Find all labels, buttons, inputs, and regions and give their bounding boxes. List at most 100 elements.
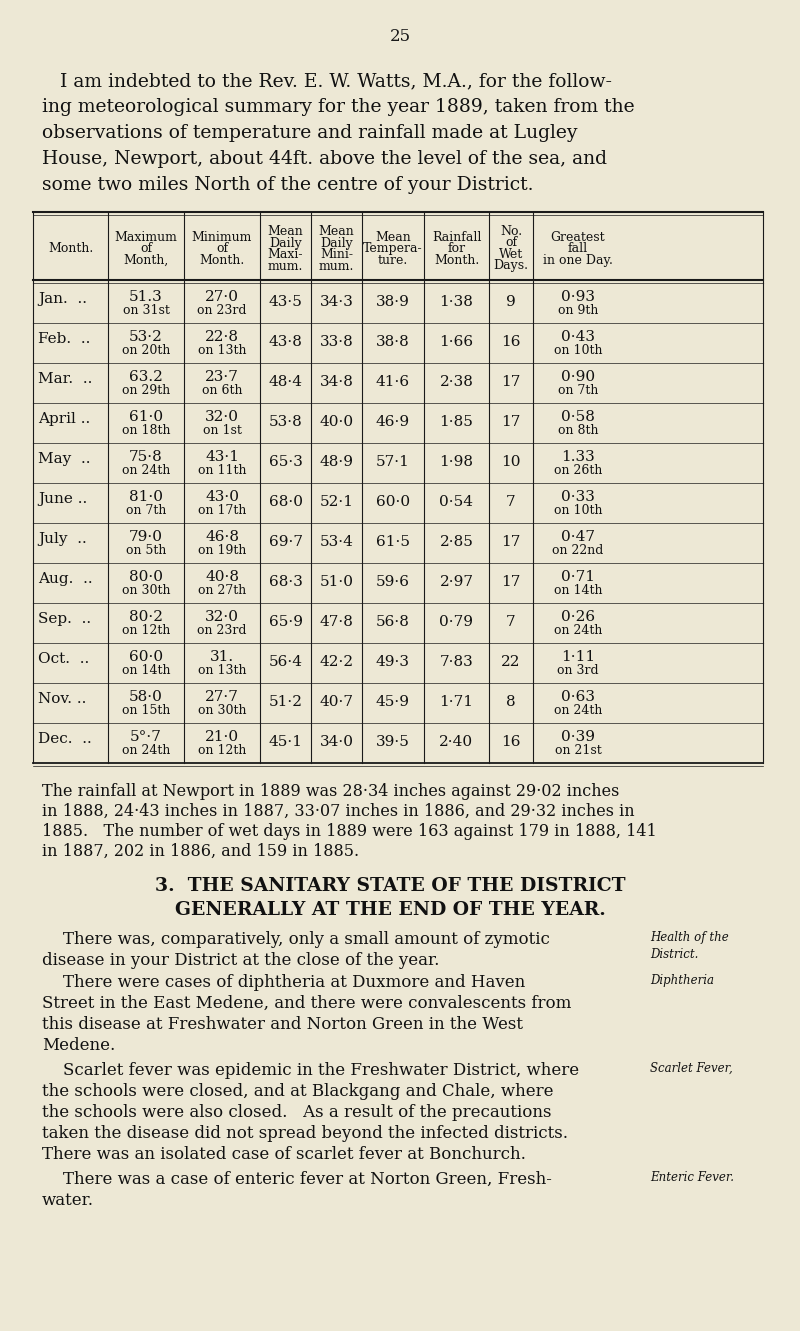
Text: Scarlet fever was epidemic in the Freshwater District, where: Scarlet fever was epidemic in the Freshw… bbox=[42, 1062, 579, 1079]
Text: on 30th: on 30th bbox=[198, 704, 246, 717]
Text: of: of bbox=[216, 242, 228, 256]
Text: on 24th: on 24th bbox=[554, 624, 602, 638]
Text: on 19th: on 19th bbox=[198, 544, 246, 556]
Text: on 9th: on 9th bbox=[558, 303, 598, 317]
Text: on 13th: on 13th bbox=[198, 343, 246, 357]
Text: 33·8: 33·8 bbox=[320, 335, 354, 349]
Text: Rainfall: Rainfall bbox=[432, 230, 481, 244]
Text: Greatest: Greatest bbox=[550, 230, 606, 244]
Text: on 24th: on 24th bbox=[122, 744, 170, 757]
Text: on 7th: on 7th bbox=[126, 504, 166, 516]
Text: 41·6: 41·6 bbox=[376, 375, 410, 389]
Text: on 7th: on 7th bbox=[558, 385, 598, 397]
Text: 2·85: 2·85 bbox=[439, 535, 474, 548]
Text: There was, comparatively, only a small amount of zymotic: There was, comparatively, only a small a… bbox=[42, 930, 550, 948]
Text: 53·4: 53·4 bbox=[319, 535, 354, 548]
Text: on 6th: on 6th bbox=[202, 385, 242, 397]
Text: 59·6: 59·6 bbox=[376, 575, 410, 590]
Text: 32·0: 32·0 bbox=[205, 610, 239, 624]
Text: 40·8: 40·8 bbox=[205, 570, 239, 584]
Text: 79·0: 79·0 bbox=[129, 530, 163, 544]
Text: 43·5: 43·5 bbox=[269, 295, 302, 309]
Text: 7·83: 7·83 bbox=[440, 655, 474, 669]
Text: 31.: 31. bbox=[210, 650, 234, 664]
Text: on 27th: on 27th bbox=[198, 584, 246, 598]
Text: 52·1: 52·1 bbox=[319, 495, 354, 508]
Text: on 3rd: on 3rd bbox=[557, 664, 599, 677]
Text: 23·7: 23·7 bbox=[205, 370, 239, 385]
Text: 61·0: 61·0 bbox=[129, 410, 163, 425]
Text: 1885.   The number of wet days in 1889 were 163 against 179 in 1888, 141: 1885. The number of wet days in 1889 wer… bbox=[42, 823, 657, 840]
Text: on 1st: on 1st bbox=[202, 425, 242, 437]
Text: on 10th: on 10th bbox=[554, 504, 602, 516]
Text: in 1888, 24·43 inches in 1887, 33·07 inches in 1886, and 29·32 inches in: in 1888, 24·43 inches in 1887, 33·07 inc… bbox=[42, 803, 634, 820]
Text: 16: 16 bbox=[502, 335, 521, 349]
Text: on 31st: on 31st bbox=[122, 303, 170, 317]
Text: 1·66: 1·66 bbox=[439, 335, 474, 349]
Text: water.: water. bbox=[42, 1193, 94, 1209]
Text: Month,: Month, bbox=[123, 254, 169, 266]
Text: 65·3: 65·3 bbox=[269, 455, 302, 469]
Text: 3.  THE SANITARY STATE OF THE DISTRICT: 3. THE SANITARY STATE OF THE DISTRICT bbox=[154, 877, 626, 894]
Text: 1·98: 1·98 bbox=[439, 455, 474, 469]
Text: May  ..: May .. bbox=[38, 453, 90, 466]
Text: mum.: mum. bbox=[319, 260, 354, 273]
Text: 40·0: 40·0 bbox=[319, 415, 354, 429]
Text: on 14th: on 14th bbox=[122, 664, 170, 677]
Text: 51·0: 51·0 bbox=[319, 575, 354, 590]
Text: 43·8: 43·8 bbox=[269, 335, 302, 349]
Text: Mini-: Mini- bbox=[320, 248, 353, 261]
Text: April ..: April .. bbox=[38, 413, 90, 426]
Text: 81·0: 81·0 bbox=[129, 490, 163, 504]
Text: 10: 10 bbox=[502, 455, 521, 469]
Text: 68·3: 68·3 bbox=[269, 575, 302, 590]
Text: on 12th: on 12th bbox=[198, 744, 246, 757]
Text: 27·7: 27·7 bbox=[205, 689, 239, 704]
Text: 17: 17 bbox=[502, 535, 521, 548]
Text: the schools were closed, and at Blackgang and Chale, where: the schools were closed, and at Blackgan… bbox=[42, 1083, 554, 1099]
Text: 34·0: 34·0 bbox=[319, 735, 354, 749]
Text: 0·43: 0·43 bbox=[561, 330, 595, 343]
Text: on 22nd: on 22nd bbox=[552, 544, 604, 556]
Text: 46·8: 46·8 bbox=[205, 530, 239, 544]
Text: Minimum: Minimum bbox=[192, 230, 252, 244]
Text: 69·7: 69·7 bbox=[269, 535, 302, 548]
Text: of: of bbox=[505, 237, 517, 249]
Text: 32·0: 32·0 bbox=[205, 410, 239, 425]
Text: 47·8: 47·8 bbox=[319, 615, 354, 630]
Text: Oct.  ..: Oct. .. bbox=[38, 652, 90, 666]
Text: Enteric Fever.: Enteric Fever. bbox=[650, 1171, 734, 1185]
Text: Health of the
District.: Health of the District. bbox=[650, 930, 729, 961]
Text: 61·5: 61·5 bbox=[376, 535, 410, 548]
Text: July  ..: July .. bbox=[38, 532, 86, 546]
Text: 1·85: 1·85 bbox=[439, 415, 474, 429]
Text: 0·90: 0·90 bbox=[561, 370, 595, 385]
Text: Mean: Mean bbox=[268, 225, 303, 238]
Text: 17: 17 bbox=[502, 415, 521, 429]
Text: on 5th: on 5th bbox=[126, 544, 166, 556]
Text: 7: 7 bbox=[506, 615, 516, 630]
Text: 0·79: 0·79 bbox=[439, 615, 474, 630]
Text: 16: 16 bbox=[502, 735, 521, 749]
Text: 2·38: 2·38 bbox=[439, 375, 474, 389]
Text: 27·0: 27·0 bbox=[205, 290, 239, 303]
Text: Nov. ..: Nov. .. bbox=[38, 692, 86, 705]
Text: Dec.  ..: Dec. .. bbox=[38, 732, 92, 745]
Text: The rainfall at Newport in 1889 was 28·34 inches against 29·02 inches: The rainfall at Newport in 1889 was 28·3… bbox=[42, 783, 619, 800]
Text: on 23rd: on 23rd bbox=[198, 624, 246, 638]
Text: 63.2: 63.2 bbox=[129, 370, 163, 385]
Text: 7: 7 bbox=[506, 495, 516, 508]
Text: 1.33: 1.33 bbox=[561, 450, 595, 465]
Text: 53·8: 53·8 bbox=[269, 415, 302, 429]
Text: 0·47: 0·47 bbox=[561, 530, 595, 544]
Text: 21·0: 21·0 bbox=[205, 729, 239, 744]
Text: Month.: Month. bbox=[199, 254, 245, 266]
Text: 57·1: 57·1 bbox=[376, 455, 410, 469]
Text: on 20th: on 20th bbox=[122, 343, 170, 357]
Text: 17: 17 bbox=[502, 375, 521, 389]
Text: Scarlet Fever,: Scarlet Fever, bbox=[650, 1062, 733, 1075]
Text: 25: 25 bbox=[390, 28, 410, 45]
Text: ing meteorological summary for the year 1889, taken from the: ing meteorological summary for the year … bbox=[42, 98, 634, 116]
Text: Aug.  ..: Aug. .. bbox=[38, 572, 93, 586]
Text: 65·9: 65·9 bbox=[269, 615, 302, 630]
